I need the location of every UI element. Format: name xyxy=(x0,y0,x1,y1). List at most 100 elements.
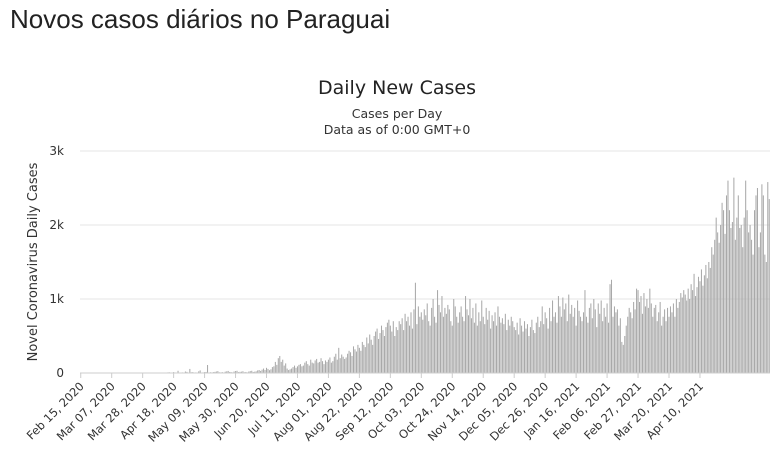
bar xyxy=(723,210,725,373)
bar xyxy=(696,287,698,373)
bar xyxy=(493,321,495,373)
bar xyxy=(746,210,748,373)
bar xyxy=(282,359,284,373)
bar xyxy=(618,325,620,373)
bar xyxy=(472,307,474,373)
bar xyxy=(273,366,275,373)
bar xyxy=(509,325,511,373)
bar xyxy=(613,306,615,373)
bar xyxy=(482,316,484,373)
bar xyxy=(647,307,649,373)
bar xyxy=(280,361,282,373)
bar xyxy=(697,276,700,373)
bar xyxy=(314,360,316,373)
bar xyxy=(270,369,272,373)
bar xyxy=(425,315,427,373)
bar xyxy=(296,366,298,373)
bar xyxy=(554,312,556,373)
bar xyxy=(683,290,685,373)
bar xyxy=(205,371,207,373)
bar xyxy=(557,296,559,373)
bar xyxy=(633,301,635,373)
bar xyxy=(674,316,676,373)
bar xyxy=(389,325,391,373)
bar xyxy=(546,318,548,373)
bar xyxy=(590,303,592,373)
bar xyxy=(550,321,552,373)
bar xyxy=(291,368,293,373)
bar xyxy=(257,370,259,373)
bar xyxy=(364,347,366,373)
bar xyxy=(434,316,436,373)
bar xyxy=(553,316,555,373)
bar xyxy=(411,328,413,373)
bar xyxy=(711,247,713,373)
bar xyxy=(580,316,582,373)
bar xyxy=(605,316,607,373)
bar xyxy=(367,343,369,373)
bar xyxy=(199,370,201,373)
bar xyxy=(288,370,290,373)
bar xyxy=(342,356,344,373)
bar xyxy=(432,299,434,373)
bar xyxy=(177,370,179,373)
bar xyxy=(407,316,409,373)
bar xyxy=(615,312,617,373)
bar xyxy=(758,247,760,373)
bar xyxy=(347,353,349,373)
bar xyxy=(754,210,756,373)
bar xyxy=(473,322,475,373)
bar xyxy=(447,304,449,373)
bars xyxy=(112,177,770,373)
bar xyxy=(413,309,415,373)
bar xyxy=(385,327,387,373)
bar xyxy=(395,327,397,373)
bar xyxy=(668,316,670,373)
bar xyxy=(619,318,621,373)
bar xyxy=(304,362,306,373)
bar xyxy=(379,333,381,373)
bar xyxy=(439,312,441,373)
bar xyxy=(286,368,288,373)
bar xyxy=(684,294,686,373)
bar xyxy=(352,346,355,373)
bar xyxy=(308,365,310,373)
bar xyxy=(198,371,200,373)
bar xyxy=(207,365,209,373)
bar xyxy=(669,306,671,373)
bar xyxy=(298,364,300,373)
bar xyxy=(646,299,648,373)
y-tick-label: 0 xyxy=(56,366,64,380)
bar xyxy=(565,303,567,373)
bar xyxy=(714,239,716,373)
bar xyxy=(299,364,301,373)
bar xyxy=(706,278,708,373)
bar xyxy=(295,367,297,373)
bar xyxy=(274,361,276,373)
bar xyxy=(276,364,278,373)
bar xyxy=(403,330,405,373)
bar xyxy=(189,368,191,373)
bar xyxy=(217,371,219,373)
bar xyxy=(485,307,487,373)
bar xyxy=(301,366,303,373)
bar xyxy=(594,309,596,373)
bar xyxy=(460,306,462,373)
bar xyxy=(581,321,583,373)
bar xyxy=(488,310,490,373)
bar xyxy=(409,325,411,373)
bar xyxy=(479,321,481,373)
bar xyxy=(712,254,714,373)
bar xyxy=(263,368,265,373)
bar xyxy=(322,361,324,373)
bar xyxy=(370,339,372,373)
bar xyxy=(740,225,742,373)
bar xyxy=(417,306,419,373)
bar xyxy=(419,316,421,373)
bar xyxy=(373,336,375,373)
bar xyxy=(240,371,242,373)
bar xyxy=(575,325,577,373)
bar xyxy=(621,341,623,373)
bar xyxy=(444,307,446,373)
